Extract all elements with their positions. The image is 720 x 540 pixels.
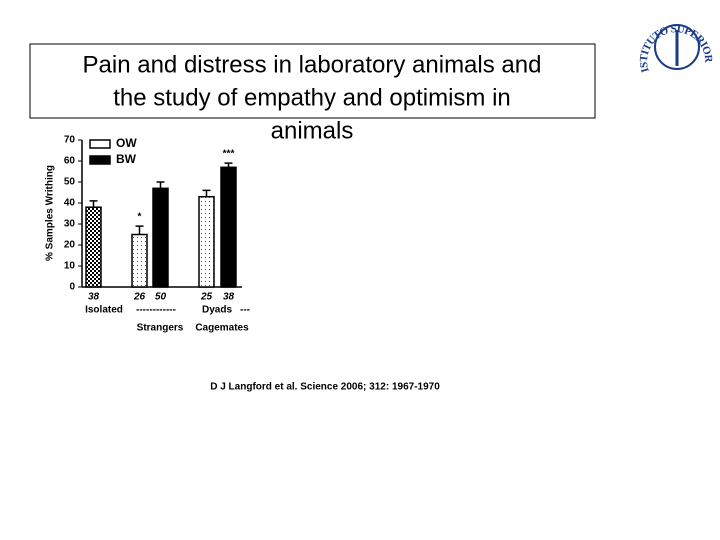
x-label: ------------	[136, 305, 176, 316]
legend-label: BW	[116, 152, 137, 166]
y-tick-label: 10	[64, 261, 76, 272]
count-label: 50	[155, 292, 167, 303]
y-tick-label: 0	[69, 282, 75, 293]
legend-label: OW	[116, 136, 137, 150]
count-label: 38	[223, 292, 235, 303]
significance: ***	[223, 149, 235, 160]
y-axis-label: % Samples Writhing	[45, 165, 56, 261]
bar	[152, 187, 169, 288]
significance: *	[138, 212, 142, 223]
bar	[220, 166, 237, 288]
bar	[131, 233, 148, 288]
bar	[85, 206, 102, 288]
x-label: ---	[240, 305, 250, 316]
bar	[198, 195, 215, 288]
error-bar	[135, 225, 144, 235]
count-label: 25	[200, 292, 213, 303]
legend-swatch	[89, 139, 111, 149]
legend-swatch	[89, 155, 111, 165]
slide-title: the study of empathy and optimism in	[113, 84, 511, 111]
y-tick-label: 60	[64, 156, 76, 167]
slide-title: animals	[271, 117, 354, 144]
error-bar	[89, 200, 98, 208]
logo-ring	[654, 24, 700, 70]
citation: D J Langford et al. Science 2006; 312: 1…	[210, 382, 440, 393]
error-bar	[202, 189, 211, 197]
y-tick-label: 30	[64, 219, 76, 230]
y-tick-label: 40	[64, 198, 76, 209]
error-bar	[156, 181, 165, 189]
y-tick-label: 20	[64, 240, 76, 251]
x-label: Strangers	[137, 323, 184, 334]
y-tick-label: 70	[64, 135, 76, 146]
count-label: 26	[133, 292, 146, 303]
y-tick-label: 50	[64, 177, 76, 188]
error-bar	[224, 162, 233, 168]
x-label: Isolated	[85, 305, 123, 316]
slide-title: Pain and distress in laboratory animals …	[83, 51, 542, 78]
count-label: 38	[88, 292, 100, 303]
title-box	[29, 43, 596, 119]
x-label: Dyads	[202, 305, 232, 316]
x-label: Cagemates	[195, 323, 249, 334]
